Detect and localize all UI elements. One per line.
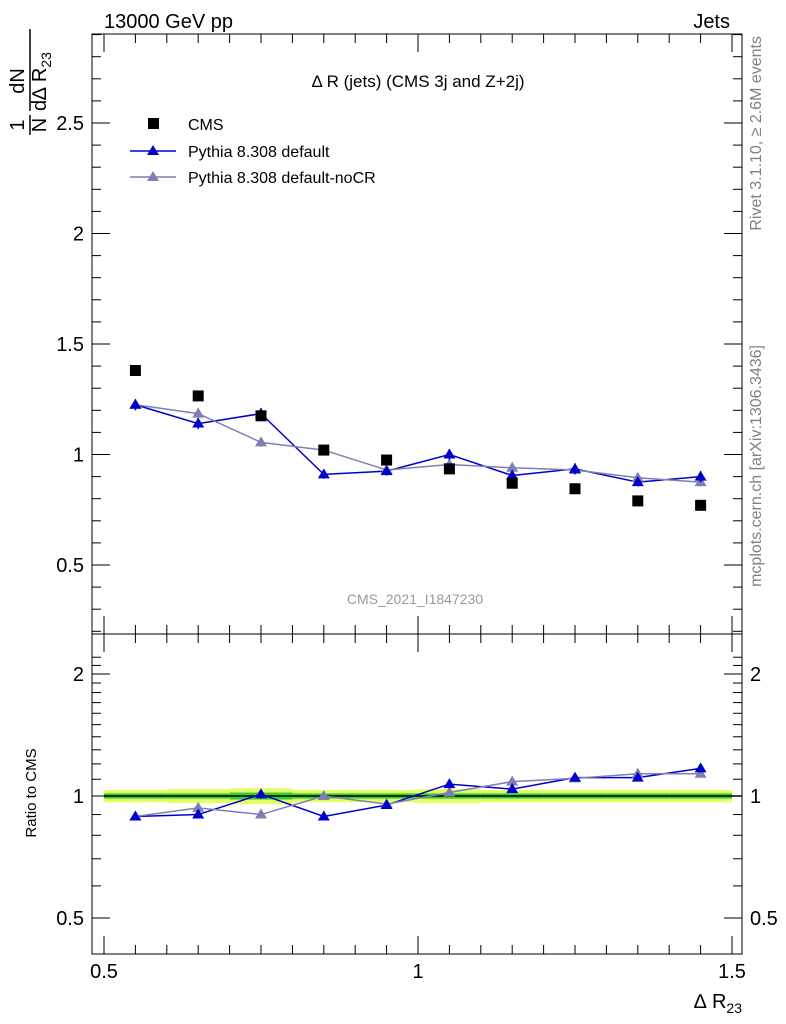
point-cms	[695, 499, 707, 511]
point-cms	[632, 495, 644, 507]
ratio-point-pythia-default	[317, 810, 330, 821]
ratio-band	[104, 788, 742, 805]
main-marks	[129, 365, 707, 511]
series-line-pythia-default	[135, 404, 701, 483]
legend-label-cms: CMS	[188, 117, 224, 134]
ratio-panel: 0.5 0.5 1 1 2 2 0.5 1 1.5 Ratio to CMS ∆ R23	[23, 633, 778, 1016]
ratio-point-pythia-nocr	[506, 775, 519, 786]
ratio-ytick-label-right: 1	[750, 786, 761, 808]
ratio-line-pythia-nocr	[135, 772, 701, 818]
ratio-point-pythia-default	[631, 771, 644, 782]
ratio-point-pythia-default	[380, 799, 393, 810]
ratio-line-pythia-default	[135, 767, 701, 818]
ratio-point-pythia-nocr	[255, 808, 267, 819]
series-line-pythia-nocr	[135, 404, 701, 483]
point-cms	[192, 390, 204, 402]
ratio-ytick-label: 1	[73, 786, 84, 808]
main-ytick-label: 2.5	[56, 113, 84, 135]
ratio-point-pythia-default	[506, 783, 519, 794]
point-pythia-default	[506, 469, 519, 480]
point-pythia-default	[443, 448, 456, 459]
legend-marker-pythia-nocr	[147, 171, 159, 181]
legend: CMS Pythia 8.308 default Pythia 8.308 de…	[130, 117, 376, 187]
source-label: mcplots.cern.ch [arXiv:1306.3436]	[748, 345, 765, 587]
svg-text:N: N	[29, 118, 51, 132]
main-title: Δ R (jets) (CMS 3j and Z+2j)	[311, 72, 524, 91]
point-pythia-default	[129, 398, 142, 409]
ratio-ytick-label-right: 0.5	[750, 908, 778, 930]
point-cms	[255, 410, 267, 422]
ratio-ytick-label: 0.5	[56, 908, 84, 930]
point-pythia-nocr	[506, 461, 519, 472]
point-pythia-default	[380, 465, 393, 476]
ratio-ytick-label: 2	[73, 664, 84, 686]
ratio-ytick-label-right: 2	[750, 664, 761, 686]
point-cms	[569, 483, 581, 495]
ratio-ylabel: Ratio to CMS	[23, 748, 40, 837]
header-left: 13000 GeV pp	[104, 11, 233, 33]
header-right: Jets	[693, 11, 730, 33]
ratio-point-pythia-nocr	[443, 786, 456, 797]
svg-text:1: 1	[7, 119, 29, 130]
ratio-point-pythia-default	[569, 771, 581, 782]
ratio-xlabel: ∆ R23	[694, 991, 742, 1016]
ratio-ticks: 0.5 0.5 1 1 2 2 0.5 1 1.5	[56, 634, 778, 983]
point-cms	[443, 463, 455, 475]
ratio-point-pythia-nocr	[694, 767, 707, 778]
ratio-point-pythia-default	[129, 810, 142, 821]
point-pythia-default	[631, 476, 644, 487]
point-pythia-default	[192, 417, 205, 428]
legend-marker-cms	[148, 118, 159, 129]
svg-text:d∆ R23: d∆ R23	[29, 52, 54, 111]
main-ytick-label: 1.5	[56, 334, 84, 356]
svg-text:dN: dN	[7, 68, 29, 94]
point-cms	[381, 454, 393, 466]
ratio-point-pythia-nocr	[317, 790, 330, 800]
main-ylabel: 1 N dN d∆ R23	[7, 29, 54, 135]
ratio-point-pythia-default	[255, 788, 267, 799]
ratio-point-pythia-nocr	[192, 801, 205, 812]
analysis-id: CMS_2021_I1847230	[347, 591, 483, 607]
ratio-xtick-label: 1	[412, 961, 423, 983]
point-pythia-default	[317, 468, 330, 479]
ratio-point-pythia-default	[192, 808, 205, 819]
legend-marker-pythia-default	[147, 145, 159, 155]
main-ticks: 0.5 1 1.5 2 2.5	[56, 34, 742, 634]
point-pythia-default	[694, 470, 707, 481]
ratio-xtick-label: 1.5	[718, 961, 746, 983]
ratio-xtick-label: 0.5	[90, 961, 118, 983]
main-ytick-label: 1	[73, 445, 84, 467]
main-ytick-label: 0.5	[56, 555, 84, 577]
ratio-point-pythia-default	[443, 778, 456, 789]
point-cms	[318, 444, 330, 456]
point-pythia-nocr	[255, 436, 267, 447]
legend-label-pythia-default: Pythia 8.308 default	[188, 144, 330, 161]
point-cms	[506, 477, 518, 489]
ratio-point-pythia-default	[694, 762, 707, 773]
point-pythia-default	[569, 462, 581, 473]
point-pythia-nocr	[192, 407, 205, 418]
ratio-marks	[129, 762, 707, 821]
main-ytick-label: 2	[73, 224, 84, 246]
point-cms	[129, 365, 141, 377]
main-panel: 0.5 1 1.5 2 2.5 Δ R (jets) (CMS 3j and Z+2j)…	[7, 29, 743, 635]
rivet-label: Rivet 3.1.10, ≥ 2.6M events	[748, 36, 765, 231]
legend-label-pythia-nocr: Pythia 8.308 default-noCR	[188, 170, 376, 187]
ratio-frame	[91, 633, 743, 955]
